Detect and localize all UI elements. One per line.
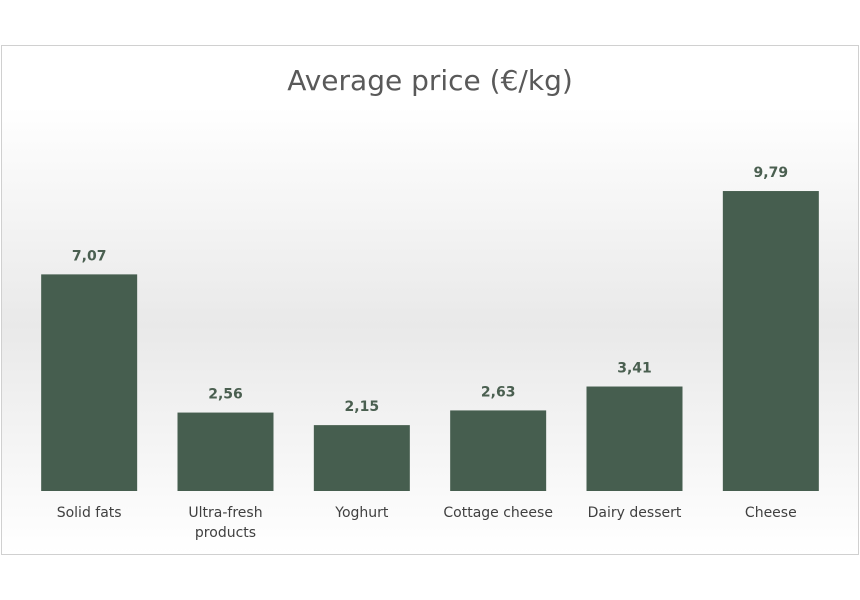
x-tick-label: Ultra-fresh products — [188, 505, 263, 541]
bar — [41, 274, 138, 491]
x-tick-label: Yoghurt — [335, 505, 389, 521]
data-label: 9,79 — [754, 165, 789, 181]
data-label: 2,15 — [345, 399, 380, 415]
x-tick-label: Cheese — [744, 505, 797, 521]
bar — [313, 425, 410, 491]
bar — [586, 386, 683, 491]
bar — [450, 410, 547, 491]
x-tick-label: Dairy dessert — [587, 505, 682, 521]
chart-title: Average price (€/kg) — [287, 64, 573, 97]
data-label: 7,07 — [72, 248, 107, 264]
data-label: 2,56 — [208, 387, 243, 403]
chart-frame — [1, 45, 859, 555]
bar — [722, 191, 819, 491]
data-label: 3,41 — [617, 361, 652, 377]
x-tick-label: Solid fats — [56, 505, 122, 521]
bar — [177, 412, 274, 491]
data-label: 2,63 — [481, 384, 516, 400]
x-tick-label: Cottage cheese — [443, 505, 553, 521]
